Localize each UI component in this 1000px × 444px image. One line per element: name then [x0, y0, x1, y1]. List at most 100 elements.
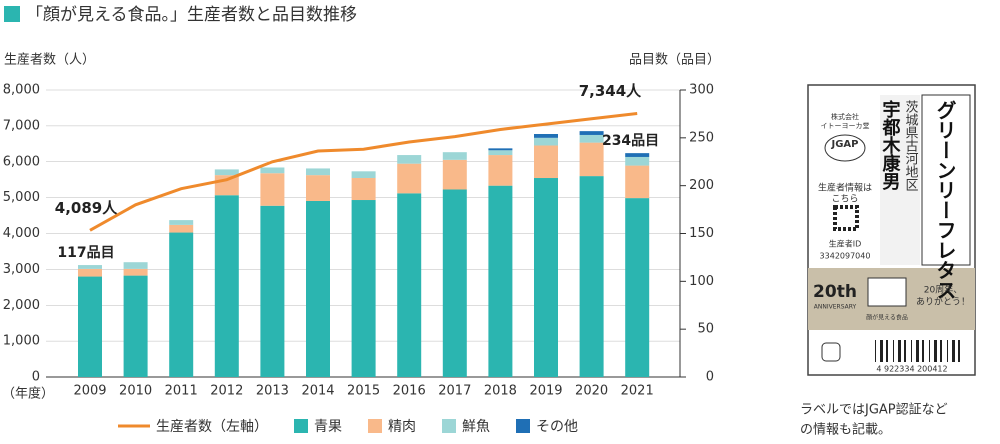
- x-tick-label: 2012: [210, 384, 243, 399]
- legend-label: 青果: [314, 419, 342, 435]
- x-tick-label: 2017: [438, 384, 471, 399]
- bar-segment: [579, 176, 604, 377]
- label-brand: 顔が見える食品: [866, 314, 908, 322]
- bar-segment: [123, 262, 148, 269]
- barcode: [875, 340, 960, 362]
- y-tick-label: 4,000: [3, 226, 40, 241]
- barcode-stripe: [904, 340, 906, 362]
- bar-segment: [442, 152, 467, 160]
- y-tick-label: 0: [32, 370, 40, 385]
- label-jgap: JGAP: [831, 139, 859, 150]
- y-tick-label: 2,000: [3, 298, 40, 313]
- legend-label: 精肉: [388, 419, 416, 435]
- label-producer: 宇都木康男: [880, 99, 902, 191]
- x-tick-label: 2019: [529, 384, 562, 399]
- bar-segment: [351, 171, 376, 179]
- bar-segment: [260, 205, 285, 377]
- bar-segment: [306, 168, 330, 176]
- bar-segment: [488, 148, 513, 151]
- bar-segment: [169, 224, 194, 233]
- label-product: グリーンリーフレタス: [933, 100, 957, 300]
- bar-segment: [78, 276, 102, 377]
- label-barcode: 4 922334 200412: [876, 365, 947, 374]
- bar-segment: [625, 198, 650, 377]
- y2-tick-label: 150: [689, 226, 714, 241]
- bar-segment: [442, 159, 467, 190]
- label-id: 3342097040: [820, 252, 871, 261]
- label-info2: こちら: [831, 194, 858, 205]
- caption: ラベルではJGAP認証など: [800, 402, 948, 418]
- y-axis-title: 生産者数（人）: [4, 52, 95, 68]
- legend-label: 生産者数（左軸）: [156, 419, 268, 435]
- bar-segment: [397, 163, 422, 194]
- legend-label: 鮮魚: [462, 419, 490, 435]
- barcode-stripe: [952, 340, 955, 362]
- y2-tick-label: 100: [689, 274, 714, 289]
- x-tick-label: 2011: [165, 384, 198, 399]
- bar-segment: [625, 165, 650, 199]
- y-tick-label: 1,000: [3, 334, 40, 349]
- brand-illustration: [867, 277, 907, 307]
- legend-swatch: [516, 419, 530, 433]
- barcode-stripe: [947, 340, 948, 362]
- label-thanks1: 20周年、: [924, 284, 962, 296]
- x-tick-label: 2013: [256, 384, 289, 399]
- barcode-stripe: [911, 340, 912, 362]
- y2-tick-label: 200: [689, 178, 714, 193]
- bar-segment: [579, 134, 604, 143]
- x-tick-label: 2016: [393, 384, 426, 399]
- bar-segment: [534, 137, 558, 146]
- bar-segment: [123, 275, 148, 377]
- y2-axis-title: 品目数（品目）: [629, 53, 720, 68]
- legend-swatch: [442, 419, 456, 433]
- product-box: [921, 94, 971, 266]
- x-tick-label: 2009: [73, 384, 106, 399]
- y-tick-label: 7,000: [3, 118, 40, 133]
- y-tick-label: 6,000: [3, 154, 40, 169]
- x-tick-label: 2015: [347, 384, 380, 399]
- barcode-stripe: [940, 340, 942, 362]
- bar-segment: [579, 142, 604, 177]
- y-tick-label: 3,000: [3, 262, 40, 277]
- y2-tick-label: 0: [706, 370, 714, 385]
- bar-segment: [351, 178, 376, 201]
- x-tick-label: 2010: [119, 384, 152, 399]
- bar-segment: [625, 156, 650, 166]
- legend-label: その他: [536, 419, 578, 435]
- bar-segment: [534, 178, 558, 377]
- line: [89, 112, 638, 232]
- barcode-stripe: [934, 340, 937, 362]
- label-region: 茨城県古河地区: [903, 100, 919, 191]
- recycle-mark: [821, 342, 841, 362]
- barcode-stripe: [916, 340, 919, 362]
- bar-segment: [169, 232, 194, 377]
- label-id-label: 生産者ID: [829, 239, 862, 249]
- y-tick-label: 8,000: [3, 83, 40, 98]
- bar-segment: [123, 268, 148, 276]
- label-info: 生産者情報は: [818, 182, 872, 194]
- bar-segment: [78, 265, 102, 269]
- bar-segment: [397, 155, 422, 164]
- x-tick-label: 2018: [484, 384, 517, 399]
- barcode-stripe: [929, 340, 930, 362]
- y-tick-label: 5,000: [3, 190, 40, 205]
- chart-title: 「顔が見える食品。」生産者数と品目数推移: [26, 5, 357, 25]
- barcode-stripe: [875, 340, 876, 362]
- legend-swatch: [294, 419, 308, 433]
- barcode-stripe: [922, 340, 924, 362]
- x-tick-label: 2014: [301, 384, 334, 399]
- product-label: グリーンリーフレタス 茨城県古河地区 宇都木康男 株式会社 イトーヨーカ堂 JG…: [807, 84, 976, 376]
- bar-segment: [534, 134, 558, 138]
- label-thanks2: ありがとう！: [916, 296, 970, 308]
- bar-segment: [260, 173, 285, 206]
- bar-segment: [214, 169, 239, 176]
- title-marker: [4, 6, 20, 22]
- line-value-label: 7,344人: [579, 82, 642, 100]
- qr-code: [833, 205, 859, 231]
- bar-segment: [214, 195, 239, 377]
- total-label: 117品目: [57, 245, 114, 261]
- jgap-mark: [824, 134, 866, 162]
- bar-segment: [534, 145, 558, 179]
- bar-segment: [351, 200, 376, 377]
